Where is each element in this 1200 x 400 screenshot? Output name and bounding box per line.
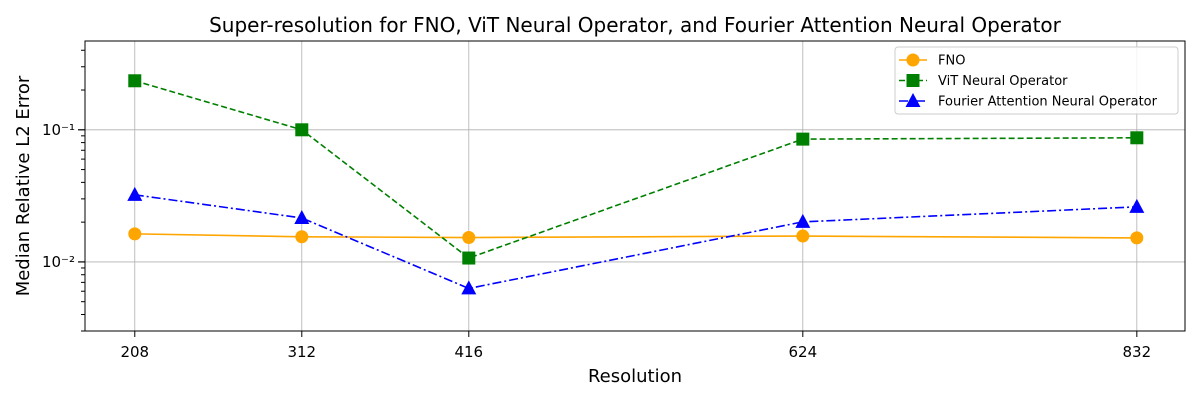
series-3: [127, 186, 1145, 295]
series-line: [134, 80, 1137, 259]
axis-ticks: 208 312 416 624 832 10⁻² 10⁻¹: [42, 49, 1152, 361]
legend: FNO ViT Neural Operator Fourier Attention …: [894, 46, 1179, 115]
legend-label: Fourier Attention Neural Operator: [938, 95, 1158, 110]
data-point: [128, 74, 142, 88]
data-point: [1129, 198, 1145, 213]
data-point: [795, 213, 811, 228]
data-point: [796, 132, 810, 146]
x-tick-label: 208: [120, 343, 149, 361]
data-point: [1130, 131, 1144, 145]
y-axis-label: Median Relative L2 Error: [13, 75, 34, 296]
plot-frame: [84, 40, 1186, 332]
series-2: [128, 74, 1144, 265]
x-tick-label: 832: [1123, 343, 1152, 361]
series-layer: [127, 74, 1145, 295]
x-tick-label: 624: [788, 343, 817, 361]
data-point: [295, 123, 309, 137]
legend-marker: [905, 93, 921, 107]
series-1: [128, 227, 1144, 245]
grid-lines: [85, 41, 1185, 331]
legend-label: FNO: [938, 54, 965, 69]
data-point: [128, 227, 142, 241]
data-point: [295, 230, 309, 244]
legend-label: ViT Neural Operator: [938, 74, 1068, 89]
x-tick-label: 312: [287, 343, 316, 361]
data-point: [462, 231, 476, 245]
x-tick-label: 416: [454, 343, 483, 361]
legend-marker: [906, 53, 920, 67]
data-point: [796, 229, 810, 243]
y-tick-label: 10⁻²: [42, 253, 75, 271]
x-axis-label: Resolution: [588, 366, 682, 387]
legend-marker: [906, 74, 920, 87]
series-line: [134, 233, 1137, 239]
data-point: [462, 251, 476, 265]
data-point: [294, 209, 310, 224]
legend-box: [894, 46, 1179, 115]
data-point: [461, 280, 477, 295]
y-tick-label: 10⁻¹: [42, 121, 75, 139]
data-point: [1130, 231, 1144, 245]
data-point: [127, 186, 143, 201]
series-line: [134, 194, 1137, 290]
chart-title: Super-resolution for FNO, ViT Neural Ope…: [209, 13, 1062, 37]
